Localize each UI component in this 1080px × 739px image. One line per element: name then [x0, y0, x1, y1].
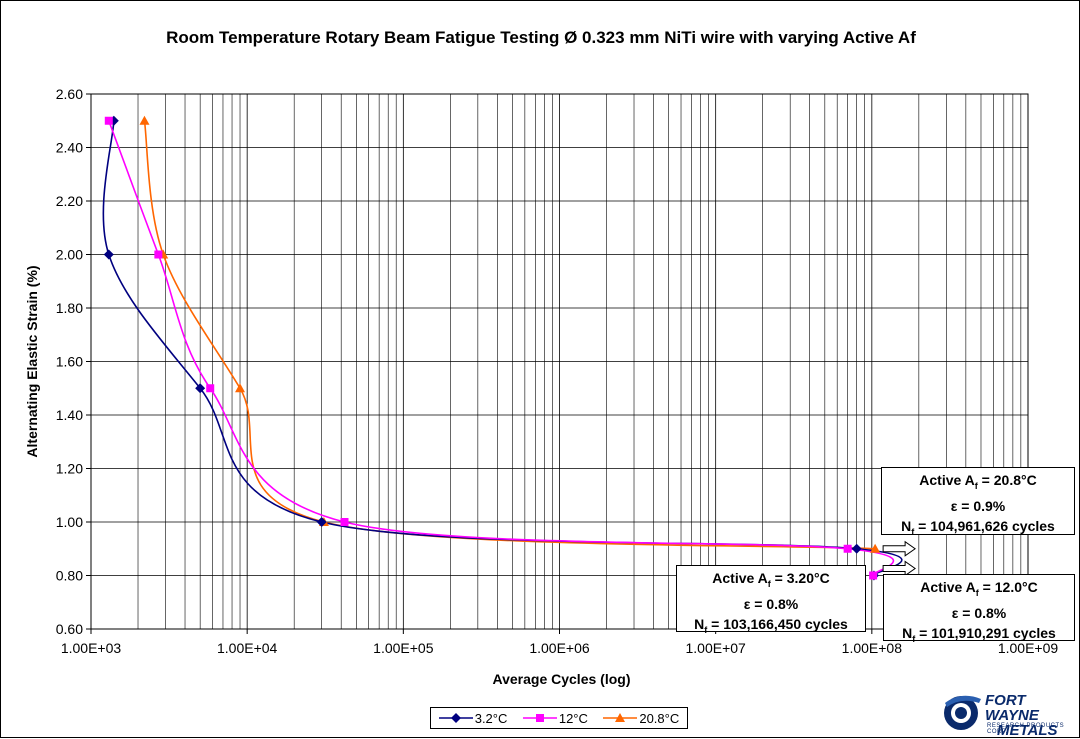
legend-label: 12°C [558, 710, 588, 726]
data-point-triangle [235, 383, 246, 393]
y-tick-label: 2.40 [56, 140, 83, 156]
legend-label: 20.8°C [639, 710, 680, 726]
legend-label: 3.2°C [474, 710, 508, 726]
fort-wayne-metals-logo: FORT WAYNE METALS RESEARCH PRODUCTS CORP… [941, 689, 1073, 738]
data-point-diamond [851, 543, 862, 554]
y-axis-label: Alternating Elastic Strain (%) [24, 265, 40, 457]
x-tick-label: 1.00E+03 [61, 640, 122, 656]
series-line-2 [143, 120, 876, 550]
legend-marker-triangle [603, 713, 638, 722]
annotation-af-20-8: Active Af = 20.8°C ε = 0.9% Nf = 104,961… [881, 467, 1075, 537]
data-point-square [340, 518, 349, 526]
x-tick-label: 1.00E+05 [373, 640, 434, 656]
data-point-square [154, 250, 163, 259]
legend-item-3-2: 3.2°C [438, 710, 508, 726]
annotation-line-1: Active Af = 12.0°C [920, 579, 1038, 598]
x-tick-label: 1.00E+09 [998, 640, 1059, 656]
annotation-af-12-0: Active Af = 12.0°C ε = 0.8% Nf = 101,910… [883, 574, 1075, 644]
legend-item-12: 12°C [522, 710, 588, 726]
x-tick-label: 1.00E+07 [685, 640, 746, 656]
data-point-square [843, 544, 852, 553]
annotation-line-3: Nf = 104,961,626 cycles [901, 517, 1055, 537]
annotation-line-1: Active Af = 20.8°C [919, 472, 1037, 491]
legend-item-20-8: 20.8°C [603, 711, 679, 726]
y-tick-label: 0.80 [56, 568, 83, 584]
x-axis-label: Average Cycles (log) [493, 671, 631, 687]
runout-arrow-20-8 [882, 540, 916, 557]
legend-marker-square [522, 714, 557, 722]
y-tick-label: 1.80 [56, 300, 83, 316]
x-tick-label: 1.00E+08 [842, 640, 903, 656]
annotation-line-2: ε = 0.8% [951, 604, 1007, 621]
y-tick-label: 2.00 [56, 247, 83, 263]
y-tick-label: 2.60 [56, 86, 83, 102]
y-tick-label: 1.40 [56, 407, 83, 423]
x-tick-label: 1.00E+04 [217, 640, 278, 656]
logo-text: FORT WAYNE METALS [985, 692, 1058, 739]
annotation-af-3-20: Active Af = 3.20°C ε = 0.8% Nf = 103,166… [676, 565, 866, 635]
y-tick-label: 1.20 [56, 461, 83, 477]
data-point-square [206, 384, 215, 393]
y-tick-label: 0.60 [56, 621, 83, 637]
chart-title: Room Temperature Rotary Beam Fatigue Tes… [166, 28, 916, 47]
data-point-square [104, 116, 113, 125]
data-point-diamond [316, 517, 327, 527]
chart-legend: 3.2°C 12°C 20.8°C [430, 707, 688, 729]
y-tick-label: 1.00 [56, 514, 83, 530]
annotation-line-3: Nf = 103,166,450 cycles [694, 615, 848, 635]
annotation-line-2: ε = 0.8% [743, 595, 799, 612]
y-tick-label: 2.20 [56, 193, 83, 209]
data-point-triangle [870, 543, 881, 553]
annotation-line-1: Active Af = 3.20°C [712, 570, 830, 589]
annotation-line-2: ε = 0.9% [950, 497, 1006, 514]
legend-marker-diamond [438, 713, 473, 723]
runout-arrow-12 [882, 560, 916, 577]
logo-subtitle: RESEARCH PRODUCTS CORP. [987, 723, 1065, 735]
logo-emblem-icon [944, 695, 981, 730]
data-point-diamond [103, 249, 114, 260]
y-tick-label: 1.60 [56, 354, 83, 370]
data-point-triangle [139, 115, 150, 125]
data-point-diamond [195, 383, 206, 394]
annotation-line-3: Nf = 101,910,291 cycles [902, 624, 1056, 644]
x-tick-label: 1.00E+06 [529, 640, 590, 656]
data-point-square [869, 571, 878, 580]
